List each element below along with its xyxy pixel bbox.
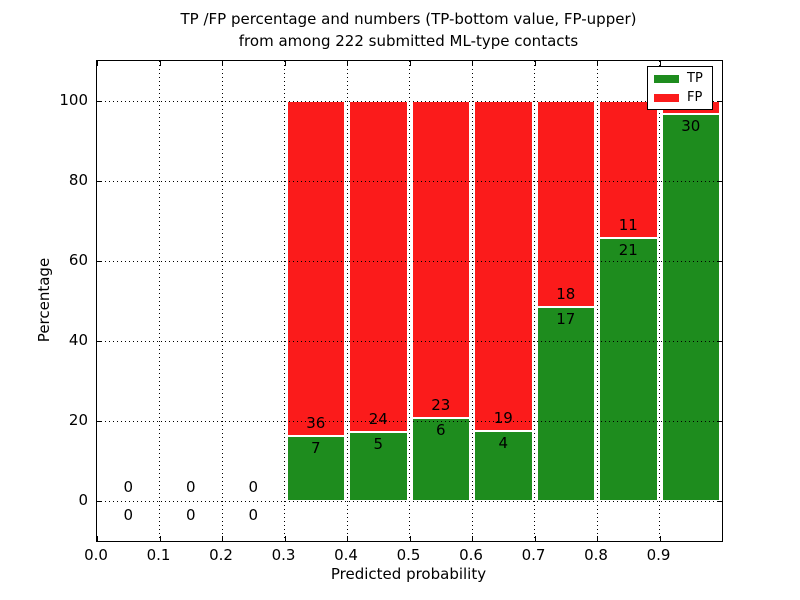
y-tick-label: 0 — [78, 491, 88, 509]
fp-count-label: 36 — [306, 413, 326, 432]
tp-count-label: 0 — [248, 506, 259, 524]
bar-labels-layer: 0 0 0 0 0 0 36 7 24 5 23 6 19 4 18 17 11 21 30 — [97, 61, 722, 541]
fp-count-label: 0 — [248, 478, 259, 496]
legend-entry: FP — [654, 89, 706, 105]
tp-bar-segment — [474, 431, 533, 501]
x-axis-tick-top — [534, 61, 536, 66]
tp-bar-segment — [661, 113, 720, 501]
y-axis-tick-right — [717, 341, 722, 342]
fp-count-label: 19 — [493, 409, 513, 428]
tp-bar-segment — [536, 306, 595, 501]
x-axis-tick — [409, 536, 411, 541]
fp-bar-segment — [474, 101, 533, 432]
x-axis-tick-top — [659, 61, 661, 66]
y-tick-label: 60 — [68, 251, 88, 269]
y-axis-tick-right — [717, 181, 722, 182]
chart-title-line1: TP /FP percentage and numbers (TP-bottom… — [180, 10, 637, 28]
x-tick-label: 0.8 — [584, 546, 608, 564]
x-axis-tick-top — [97, 61, 98, 66]
fp-count-label: 11 — [618, 216, 638, 235]
x-tick-label: 0.3 — [271, 546, 296, 564]
y-axis-label: Percentage — [35, 257, 53, 343]
x-axis-tick-top — [347, 61, 348, 66]
legend-entry: TP — [654, 70, 706, 86]
x-tick-label: 0.1 — [146, 546, 171, 564]
y-axis-tick — [97, 181, 102, 182]
tp-count-label: 0 — [123, 506, 134, 524]
x-axis-tick-top — [159, 61, 161, 66]
plot-area: 0 0 0 0 0 0 36 7 24 5 23 6 19 4 18 17 11 21 30 — [96, 60, 723, 542]
y-tick-label: 40 — [68, 331, 88, 349]
tp-bar-segment — [411, 418, 470, 501]
tp-count-label: 30 — [681, 116, 701, 135]
tp-count-label: 5 — [373, 435, 384, 454]
y-axis-tick-right — [717, 501, 722, 502]
x-axis-tick — [472, 536, 473, 541]
fp-count-label: 0 — [123, 478, 134, 496]
x-tick-label: 0.5 — [396, 546, 421, 564]
fp-bar-segment — [411, 101, 470, 419]
x-axis-tick — [659, 536, 661, 541]
tp-count-label: 21 — [618, 241, 638, 260]
chart-title: TP /FP percentage and numbers (TP-bottom… — [96, 8, 721, 52]
y-axis-tick — [97, 341, 102, 342]
y-axis-tick — [97, 101, 102, 102]
tp-count-label: 17 — [556, 309, 576, 328]
x-axis-tick — [222, 536, 223, 541]
y-axis-tick-right — [717, 421, 722, 422]
x-axis-tick — [159, 536, 161, 541]
x-axis-tick — [347, 536, 348, 541]
bars-layer — [97, 61, 722, 541]
fp-count-label: 24 — [368, 410, 388, 429]
x-tick-label: 0.7 — [521, 546, 546, 564]
x-axis-tick-top — [409, 61, 411, 66]
fp-bar-segment — [599, 101, 658, 239]
tp-count-label: 0 — [185, 506, 196, 524]
x-axis-tick — [597, 536, 598, 541]
x-axis-tick — [97, 536, 98, 541]
tp-count-label: 6 — [435, 421, 446, 440]
x-axis-tick — [534, 536, 536, 541]
y-axis-tick — [97, 421, 102, 422]
fp-bar-segment — [286, 101, 345, 436]
x-axis-tick-top — [472, 61, 473, 66]
tp-bar-segment — [286, 435, 345, 501]
tp-count-label: 7 — [310, 438, 321, 457]
y-axis-tick — [97, 261, 102, 262]
tp-count-label: 4 — [498, 434, 509, 453]
fp-legend-swatch — [654, 93, 679, 102]
x-tick-label: 0.4 — [334, 546, 358, 564]
tp-bar-segment — [349, 432, 408, 501]
fp-bar-segment — [349, 101, 408, 433]
x-axis-tick-top — [597, 61, 598, 66]
y-tick-label: 80 — [68, 171, 88, 189]
x-axis-tick-top — [284, 61, 286, 66]
x-tick-label: 0.6 — [459, 546, 483, 564]
x-axis-label: Predicted probability — [330, 565, 487, 583]
fp-count-label: 23 — [431, 396, 451, 415]
y-axis-tick-right — [717, 101, 722, 102]
legend-label: FP — [687, 89, 703, 105]
y-tick-label: 20 — [68, 411, 88, 429]
fp-count-label: 0 — [185, 478, 196, 496]
x-axis-tick-top — [222, 61, 223, 66]
x-tick-label: 0.0 — [84, 546, 108, 564]
fp-count-label: 18 — [556, 284, 576, 303]
ticks-layer — [97, 61, 722, 541]
chart-title-line2: from among 222 submitted ML-type contact… — [238, 32, 579, 50]
legend-label: TP — [687, 70, 703, 86]
legend-box: TP FP — [647, 66, 713, 110]
x-tick-label: 0.9 — [646, 546, 671, 564]
y-tick-label: 100 — [59, 91, 88, 109]
tp-bar-segment — [599, 238, 658, 501]
x-tick-label: 0.2 — [209, 546, 233, 564]
tp-legend-swatch — [654, 74, 679, 83]
x-axis-tick — [284, 536, 286, 541]
y-axis-tick-right — [717, 261, 722, 262]
y-axis-tick — [97, 501, 102, 502]
